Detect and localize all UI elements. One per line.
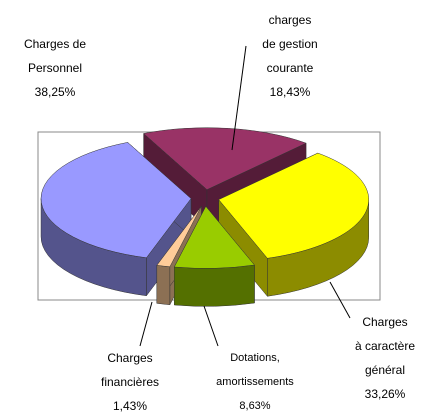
- pie: [40, 127, 369, 307]
- slice-wall: [156, 265, 171, 306]
- value-label: 18,43%: [269, 85, 311, 99]
- slice-wall: [174, 264, 255, 307]
- leader-line: [139, 301, 153, 347]
- slice: [156, 205, 202, 267]
- leader-line: [231, 45, 247, 151]
- slice: [218, 152, 369, 259]
- leader-lines: [139, 45, 351, 347]
- slice: [40, 142, 192, 259]
- data-label: Charges de Personnel 38,25%: [0, 32, 115, 104]
- slice: [143, 127, 307, 190]
- data-label: charges de gestion courante 18,43%: [230, 8, 350, 104]
- category-label: charges de gestion courante: [262, 13, 318, 75]
- leader-line: [203, 305, 219, 347]
- category-label: Dotations, amortissements: [216, 352, 294, 388]
- value-label: 38,25%: [34, 85, 76, 99]
- data-label: Dotations, amortissements 8,63%: [195, 346, 315, 416]
- category-label: Charges à caractère général: [354, 315, 416, 377]
- category-label: Charges financières: [100, 351, 160, 389]
- data-label: Charges financières 1,43%: [70, 346, 190, 416]
- value-label: 8,63%: [239, 400, 271, 412]
- slice: [173, 205, 255, 269]
- value-label: 33,26%: [364, 387, 406, 401]
- data-label: Charges à caractère général 33,26%: [325, 310, 428, 406]
- value-label: 1,43%: [112, 399, 148, 413]
- category-label: Charges de Personnel: [23, 37, 87, 75]
- leader-line: [329, 281, 351, 319]
